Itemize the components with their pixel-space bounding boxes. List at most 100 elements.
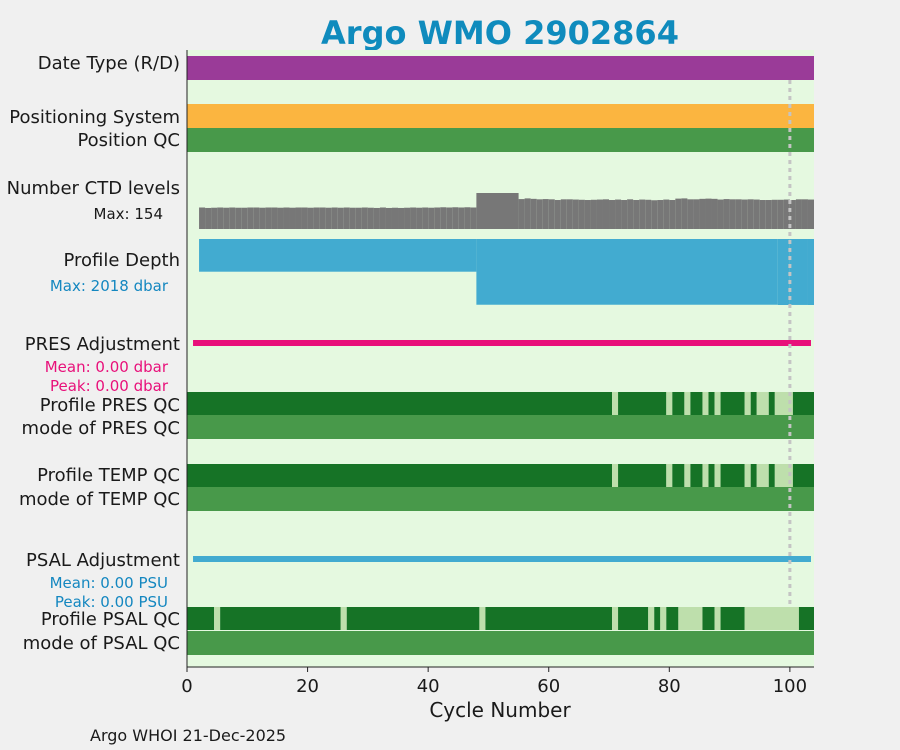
plot-area: [187, 50, 814, 667]
ctd-level-bar: [440, 207, 447, 229]
ctd-level-bar: [554, 200, 561, 229]
ctd-level-bar: [343, 207, 350, 229]
ctd-level-bar: [675, 198, 682, 229]
temp-qc-segment: [612, 464, 619, 487]
ctd-level-bar: [717, 199, 724, 229]
temp-qc-segment: [792, 464, 814, 487]
ctd-level-bar: [566, 199, 573, 229]
pres-qc-segment: [684, 392, 691, 415]
label-profile-depth: Profile Depth: [63, 250, 180, 271]
psal-qc-segment: [187, 607, 215, 630]
ctd-level-bar: [729, 199, 736, 229]
label-positioning-system: Positioning System: [9, 107, 180, 128]
ctd-level-bar: [367, 207, 374, 229]
mode-temp-qc-bar: [187, 487, 814, 511]
ctd-level-bar: [681, 198, 688, 229]
annot-psal-mean: Mean: 0.00 PSU: [50, 574, 168, 592]
ctd-level-bar: [470, 207, 477, 229]
label-profile-pres-qc: Profile PRES QC: [40, 395, 180, 416]
pres-qc-segment: [618, 392, 667, 415]
annot-pres-mean: Mean: 0.00 dbar: [45, 358, 169, 376]
psal-qc-segment: [346, 607, 480, 630]
position-qc-bar: [187, 128, 814, 152]
ctd-level-bar: [687, 199, 694, 229]
psal-qc-segment: [214, 607, 221, 630]
annot-ctd-max: Max: 154: [94, 205, 163, 223]
label-pres-adjustment: PRES Adjustment: [25, 334, 180, 355]
date-type-bar: [187, 56, 814, 80]
ctd-level-bar: [313, 207, 320, 229]
temp-qc-segment: [750, 464, 757, 487]
label-profile-psal-qc: Profile PSAL QC: [41, 609, 180, 630]
ctd-level-bar: [536, 199, 543, 229]
ctd-level-bar: [385, 207, 392, 229]
ctd-level-bar: [361, 207, 368, 229]
ctd-level-bar: [295, 207, 302, 229]
psal-qc-segment: [666, 607, 679, 630]
ctd-level-bar: [235, 207, 242, 229]
ctd-level-bar: [548, 199, 555, 229]
ctd-level-bar: [271, 207, 278, 229]
ctd-level-bar: [590, 199, 597, 229]
ctd-level-bar: [524, 198, 531, 229]
psal-adjustment-line: [193, 556, 811, 562]
ctd-level-bar: [265, 207, 272, 229]
ctd-level-bar: [783, 199, 790, 229]
ctd-level-bar: [289, 207, 296, 229]
ctd-level-bar: [398, 207, 405, 229]
ctd-level-bar: [379, 207, 386, 229]
psal-qc-segment: [744, 607, 799, 630]
ctd-level-bar: [615, 199, 622, 229]
ctd-level-bar: [434, 207, 441, 229]
pres-qc-segment: [792, 392, 814, 415]
pres-qc-segment: [187, 392, 613, 415]
temp-qc-segment: [672, 464, 685, 487]
ctd-level-bar: [789, 200, 796, 229]
ctd-level-bar: [753, 199, 760, 229]
ctd-level-bar: [621, 200, 628, 229]
positioning-system-bar: [187, 104, 814, 128]
pres-qc-segment: [750, 392, 757, 415]
pres-qc-segment: [690, 392, 703, 415]
ctd-level-bar: [663, 199, 670, 229]
label-date-type: Date Type (R/D): [38, 53, 180, 74]
pres-qc-segment: [702, 392, 709, 415]
ctd-level-bar: [331, 207, 338, 229]
psal-qc-segment: [340, 607, 347, 630]
ctd-level-bar: [651, 200, 658, 229]
profile-depth-bar: [199, 239, 477, 272]
temp-qc-segment: [618, 464, 667, 487]
ctd-level-bar: [777, 199, 784, 229]
ctd-level-bar: [542, 199, 549, 229]
pres-qc-segment: [720, 392, 745, 415]
psal-qc-segment: [220, 607, 341, 630]
pres-qc-segment: [708, 392, 715, 415]
ctd-level-bar: [645, 199, 652, 229]
x-tick-label: 20: [296, 676, 319, 697]
ctd-level-bar: [560, 199, 567, 229]
ctd-level-bar: [211, 207, 218, 229]
ctd-level-bar: [771, 199, 778, 229]
label-mode-pres-qc: mode of PRES QC: [22, 418, 180, 439]
ctd-level-bar: [458, 207, 465, 229]
psal-qc-segment: [660, 607, 667, 630]
ctd-level-bar: [205, 207, 212, 229]
annot-pres-peak: Peak: 0.00 dbar: [50, 377, 169, 395]
ctd-level-bar: [217, 207, 224, 229]
x-axis-label: Cycle Number: [429, 698, 571, 722]
annot-psal-peak: Peak: 0.00 PSU: [55, 593, 168, 611]
ctd-level-bar: [337, 207, 344, 229]
temp-qc-segment: [666, 464, 673, 487]
ctd-level-bar: [307, 207, 314, 229]
ctd-level-bar: [464, 207, 471, 229]
pres-qc-segment: [672, 392, 685, 415]
psal-qc-segment: [654, 607, 661, 630]
ctd-level-bar: [627, 199, 634, 229]
x-ticks: 0 20 40 60 80 100: [181, 667, 807, 697]
pres-qc-segment: [756, 392, 769, 415]
x-tick-label: 0: [181, 676, 192, 697]
ctd-level-bar: [807, 199, 814, 229]
ctd-level-bar: [801, 199, 808, 229]
x-tick-label: 80: [658, 676, 681, 697]
label-position-qc: Position QC: [77, 130, 180, 151]
